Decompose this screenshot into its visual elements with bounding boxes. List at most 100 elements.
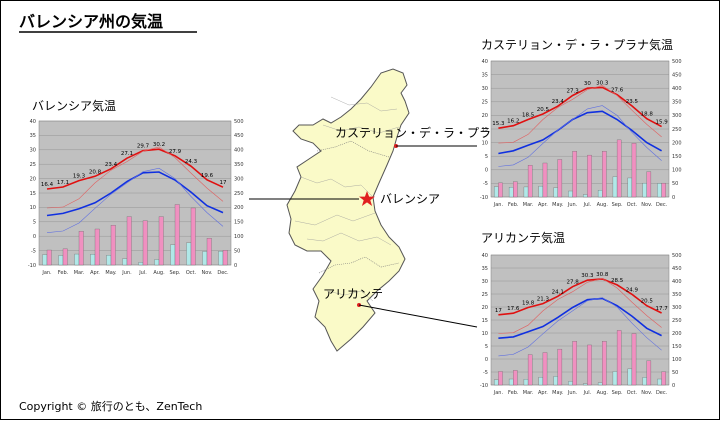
data-label: 30.8	[596, 272, 609, 278]
temperature-line-max	[46, 148, 224, 190]
y-tick-label: 20	[30, 176, 36, 182]
y-tick-label: 10	[482, 140, 488, 146]
y-tick-label: -10	[28, 263, 36, 269]
y2-tick-label: 50	[234, 248, 240, 254]
precip-bar	[553, 376, 558, 386]
data-label: 27.1	[121, 151, 133, 157]
x-tick-label: Oct.	[627, 202, 638, 208]
valencia-star-marker	[359, 191, 375, 206]
y2-tick-label: 450	[672, 72, 682, 78]
precip-bar	[542, 162, 548, 198]
precip-bar	[174, 204, 180, 266]
precip-bar	[126, 216, 132, 266]
data-label: 20.8	[89, 169, 102, 175]
y-tick-label: 30	[30, 148, 36, 154]
x-tick-label: Oct.	[186, 270, 197, 276]
comarca-border	[294, 176, 376, 226]
precip-bar	[557, 159, 563, 198]
precip-bar	[657, 183, 662, 198]
precip-bar	[642, 182, 647, 198]
temperature-line-avg	[498, 110, 662, 155]
x-tick-label: Aug.	[597, 390, 609, 396]
data-label: 20.5	[641, 299, 654, 305]
data-label: 27.9	[169, 149, 182, 155]
y2-tick-label: 200	[672, 331, 682, 337]
x-tick-label: Nov.	[641, 202, 652, 208]
y2-tick-label: 350	[672, 100, 682, 106]
precip-bar	[646, 360, 652, 386]
data-label: 18.8	[641, 112, 654, 118]
x-tick-label: Jun.	[567, 202, 578, 208]
precip-bar	[587, 154, 592, 198]
precip-bar	[627, 177, 633, 198]
x-tick-label: Dec.	[217, 270, 229, 276]
y2-tick-label: 100	[672, 357, 682, 363]
y-tick-label: 25	[30, 162, 36, 168]
data-label: 24.1	[552, 289, 564, 295]
precip-bar	[190, 207, 196, 266]
data-label: 23.4	[552, 99, 565, 105]
precip-bar	[527, 165, 533, 198]
province-border	[316, 140, 390, 158]
data-label: 27.8	[566, 280, 579, 286]
precip-bar	[106, 255, 112, 266]
precip-bar	[542, 352, 548, 386]
y2-tick-label: 100	[234, 234, 244, 240]
y2-tick-label: 0	[672, 383, 675, 389]
copyright-text: Copyright © 旅行のとも、ZenTech	[19, 399, 202, 413]
y-tick-label: -5	[31, 248, 36, 254]
data-label: 23.5	[626, 99, 639, 105]
precip-bar	[186, 242, 192, 266]
y2-tick-label: 0	[672, 195, 675, 201]
y-tick-label: 10	[482, 331, 488, 337]
precip-bar	[572, 151, 577, 198]
x-tick-label: Sep.	[612, 202, 623, 208]
x-tick-label: Aug.	[597, 202, 609, 208]
precip-bar	[602, 151, 607, 198]
chart-title: バレンシア気温	[32, 98, 116, 113]
precip-bar	[94, 228, 100, 266]
y2-tick-label: 150	[234, 220, 244, 226]
precip-bar	[494, 186, 499, 198]
precip-bar	[661, 371, 666, 386]
region-land	[286, 68, 410, 352]
x-tick-label: Jul.	[583, 390, 592, 396]
y2-tick-label: 500	[234, 119, 244, 125]
x-tick-label: Jun.	[567, 390, 578, 396]
y2-tick-label: 500	[672, 59, 682, 65]
data-label: 16.4	[41, 182, 54, 188]
precip-bar	[58, 255, 64, 266]
y-tick-label: 35	[30, 133, 36, 139]
y-tick-label: 0	[33, 234, 36, 240]
chart-title: アリカンテ気温	[481, 230, 565, 245]
precip-bar	[616, 330, 622, 386]
alicante-leader-line	[358, 304, 478, 328]
x-tick-label: May.	[552, 390, 564, 396]
y-tick-label: 5	[485, 154, 488, 160]
precip-bar	[170, 244, 176, 266]
precip-bar	[661, 182, 666, 198]
y-tick-label: 0	[485, 168, 488, 174]
data-label: 24.9	[626, 287, 639, 293]
precip-bar	[572, 341, 577, 386]
y-tick-label: -10	[480, 383, 488, 389]
data-label: 24.3	[185, 159, 198, 165]
precip-bar	[74, 253, 80, 266]
x-tick-label: Feb.	[508, 390, 519, 396]
y2-tick-label: 400	[672, 86, 682, 92]
chart-title: カステリョン・デ・ラ・プラナ気温	[481, 37, 673, 52]
y-tick-label: 20	[482, 305, 488, 311]
precip-bar	[158, 216, 164, 266]
y-tick-label: 25	[482, 100, 488, 106]
data-label: 15.3	[492, 121, 505, 127]
precip-bar	[657, 378, 662, 386]
precip-bar	[78, 231, 84, 266]
precip-bar	[538, 377, 544, 386]
precip-bar	[646, 171, 652, 198]
precip-bar	[513, 181, 518, 198]
valencia-region-map	[286, 68, 410, 352]
comarca-border	[306, 232, 392, 302]
x-tick-label: Aug.	[153, 270, 165, 276]
data-label: 20.5	[537, 107, 550, 113]
y-tick-label: 15	[482, 127, 488, 133]
